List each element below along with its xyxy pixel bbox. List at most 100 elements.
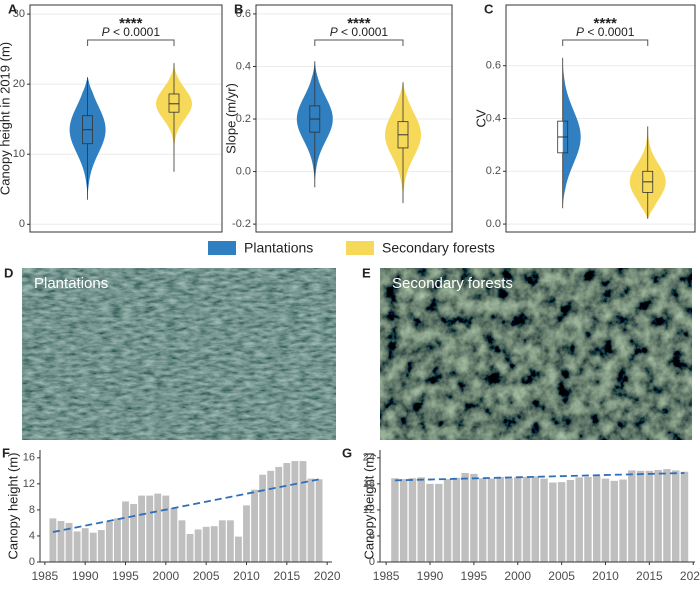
bar — [522, 476, 531, 562]
panel-border — [29, 4, 223, 233]
y-tick-label: 0.0 — [486, 218, 501, 230]
bar — [540, 478, 548, 562]
y-tick-label: -0.2 — [232, 218, 251, 230]
significance-bracket — [562, 39, 649, 46]
y-tick-label: 12 — [363, 504, 375, 516]
x-tick-label: 2005 — [548, 569, 575, 583]
trend-line — [394, 472, 685, 482]
bar — [417, 477, 425, 562]
bar — [202, 526, 210, 562]
bar — [443, 479, 452, 562]
p-symbol: P — [576, 25, 584, 39]
legend-swatch — [208, 241, 236, 255]
y-axis-label: Canopy height in 2019 (m) — [0, 42, 12, 195]
bar — [226, 520, 234, 562]
significance-stars: **** — [119, 15, 143, 32]
panel-letter: E — [362, 265, 371, 280]
panel-frame — [256, 5, 452, 232]
bar — [81, 528, 89, 562]
y-tick-label: 4 — [29, 530, 35, 542]
panel-letter: F — [2, 445, 10, 460]
p-value: P < 0.0001 — [102, 25, 161, 39]
y-tick-label: 0.6 — [236, 8, 251, 20]
bar — [65, 522, 73, 562]
y-axis-label: Canopy height (m) — [361, 453, 376, 560]
bar — [259, 474, 267, 562]
violin — [629, 126, 666, 219]
violin — [69, 77, 106, 200]
p-value: P < 0.0001 — [330, 25, 389, 39]
x-tick-label: 1985 — [31, 569, 58, 583]
y-tick-label: 0.4 — [236, 60, 251, 72]
bar — [89, 532, 97, 562]
legend-swatch — [346, 241, 374, 255]
bar — [138, 495, 146, 562]
y-tick-label: 0.6 — [486, 60, 501, 72]
bar — [291, 461, 299, 562]
bar — [663, 469, 671, 562]
bar — [601, 478, 610, 562]
bar — [299, 461, 307, 562]
bar — [496, 476, 504, 562]
y-tick-label: 6 — [369, 530, 375, 542]
significance-stars: **** — [594, 15, 618, 32]
p-text: < 0.0001 — [341, 25, 388, 39]
x-tick-label: 2020 — [314, 569, 341, 583]
legend-label: Secondary forests — [382, 240, 495, 256]
y-tick-label: 20 — [13, 78, 25, 90]
bar — [210, 526, 218, 562]
bar — [154, 493, 162, 562]
bar — [399, 479, 408, 562]
p-symbol: P — [330, 25, 338, 39]
bar — [575, 477, 583, 562]
bar — [178, 520, 186, 562]
bar — [435, 483, 443, 562]
bar — [122, 501, 129, 562]
y-axis-label: Slope (m/yr) — [223, 83, 238, 154]
bar — [275, 466, 283, 562]
y-tick-label: 8 — [29, 504, 35, 516]
bar — [283, 463, 291, 562]
bar — [671, 470, 680, 562]
bar — [645, 470, 654, 562]
bar — [487, 478, 496, 562]
bar — [73, 531, 81, 562]
y-tick-label: 0 — [19, 218, 25, 230]
bar — [243, 505, 250, 562]
y-tick-label: 0.4 — [486, 112, 501, 124]
bar — [628, 470, 636, 562]
y-tick-label: 0 — [29, 556, 35, 568]
bar — [592, 476, 601, 562]
y-tick-label: 12 — [23, 478, 35, 490]
bar — [57, 520, 65, 562]
bar — [114, 518, 121, 562]
bar — [218, 520, 226, 562]
bar — [408, 478, 417, 562]
x-tick-label: 1995 — [461, 569, 488, 583]
panel-letter: B — [234, 1, 243, 16]
x-tick-label: 2005 — [193, 569, 220, 583]
x-tick-label: 1995 — [112, 569, 139, 583]
panel-frame — [30, 5, 222, 232]
x-tick-label: 2000 — [152, 569, 179, 583]
bar — [170, 507, 178, 562]
trend-line — [52, 478, 320, 533]
x-tick-label: 1990 — [417, 569, 444, 583]
violin — [296, 61, 333, 188]
bar — [452, 477, 461, 562]
p-value: P < 0.0001 — [576, 25, 635, 39]
panel-letter: G — [342, 445, 352, 460]
x-tick-label: 2010 — [233, 569, 260, 583]
bar — [566, 479, 575, 562]
bar — [619, 479, 627, 562]
bar — [636, 470, 645, 562]
bar — [307, 478, 315, 562]
bar — [610, 480, 619, 562]
x-tick-label: 2015 — [273, 569, 300, 583]
violin — [385, 82, 421, 204]
image-label: Plantations — [34, 275, 108, 292]
bar — [162, 495, 170, 562]
x-tick-label: 2020 — [680, 569, 700, 583]
satellite-image — [380, 268, 692, 440]
